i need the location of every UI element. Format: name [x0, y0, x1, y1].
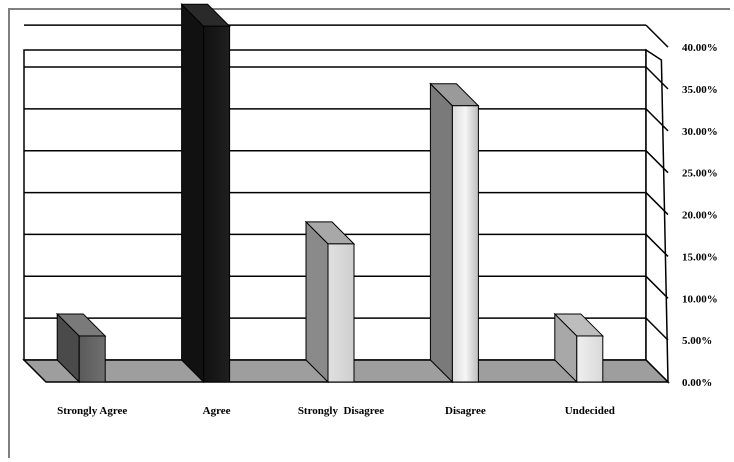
gridline-side [645, 66, 669, 90]
y-tick-label: 30.00% [682, 126, 718, 138]
gridline-side [645, 317, 669, 341]
bar [576, 335, 604, 383]
y-tick-label: 35.00% [682, 84, 718, 96]
gridline-side [645, 108, 669, 132]
y-tick-label: 0.00% [682, 377, 712, 389]
bar-side [305, 220, 329, 384]
x-category-label: Undecided [565, 405, 615, 417]
bar [451, 105, 479, 383]
y-tick-label: 20.00% [682, 210, 718, 222]
bar-side [181, 3, 205, 384]
x-category-label: Agree [203, 405, 231, 417]
bar [203, 25, 231, 383]
y-tick-label: 10.00% [682, 293, 718, 305]
bar [327, 243, 355, 383]
x-category-label: Disagree [445, 405, 486, 417]
gridline-side [645, 192, 669, 216]
bar-side [429, 82, 453, 384]
gridline-side [645, 24, 669, 48]
chart-frame [8, 8, 730, 458]
bar [78, 335, 106, 383]
side-wall-panel [645, 48, 669, 384]
x-category-label: Strongly Disagree [298, 405, 384, 417]
y-tick-label: 5.00% [682, 335, 712, 347]
y-tick-label: 15.00% [682, 251, 718, 263]
gridline-side [645, 275, 669, 299]
x-axis-labels: Strongly Agree Agree Strongly Disagree Disa… [57, 405, 615, 417]
y-tick-label: 40.00% [682, 42, 718, 54]
gridline-side [645, 150, 669, 174]
bars [55, 3, 605, 384]
x-category-label: Strongly Agree [57, 405, 127, 417]
y-axis-ticks: 0.00% 5.00% 10.00% 15.00% 20.00% 25.00% 30.00%… [682, 42, 718, 389]
y-tick-label: 25.00% [682, 168, 718, 180]
gridline-side [645, 233, 669, 257]
